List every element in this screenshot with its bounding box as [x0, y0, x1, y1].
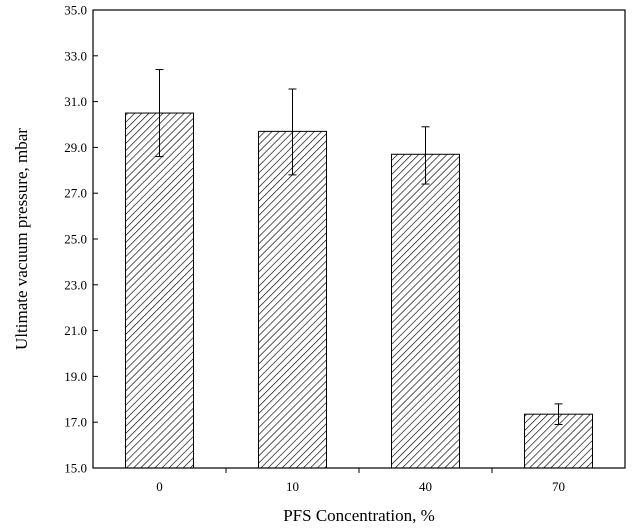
bar-0 [125, 112, 194, 469]
y-tick-label: 17.0 [64, 415, 87, 430]
bars [125, 112, 593, 469]
x-axis-ticks: 0 10 40 70 [156, 468, 565, 494]
y-tick-label: 15.0 [64, 461, 87, 476]
y-tick-label: 33.0 [64, 48, 87, 63]
y-tick-label: 31.0 [64, 94, 87, 109]
x-tick-label: 0 [156, 479, 163, 494]
plot-area-frame [92, 9, 626, 469]
x-axis-title: PFS Concentration, % [283, 506, 435, 525]
error-bar-0 [155, 69, 164, 158]
y-tick-label: 25.0 [64, 232, 87, 247]
error-bar-10 [288, 88, 297, 176]
y-tick-label: 35.0 [64, 3, 87, 18]
y-tick-label: 19.0 [64, 369, 87, 384]
y-tick-label: 21.0 [64, 323, 87, 338]
y-tick-label: 29.0 [64, 140, 87, 155]
y-tick-label: 27.0 [64, 186, 87, 201]
x-tick-label: 10 [286, 479, 299, 494]
x-tick-label: 70 [552, 479, 565, 494]
y-axis-ticks: 15.0 17.0 19.0 21.0 23.0 25.0 27.0 29.0 31.0 33.0… [64, 3, 98, 476]
bar-40 [391, 153, 460, 469]
y-axis-title: Ultimate vacuum pressure, mbar [12, 128, 31, 350]
y-tick-label: 23.0 [64, 277, 87, 292]
error-bar-40 [421, 126, 430, 185]
error-bar-70 [554, 403, 563, 425]
bar-10 [258, 130, 327, 469]
x-tick-label: 40 [419, 479, 432, 494]
error-bars [155, 69, 563, 425]
